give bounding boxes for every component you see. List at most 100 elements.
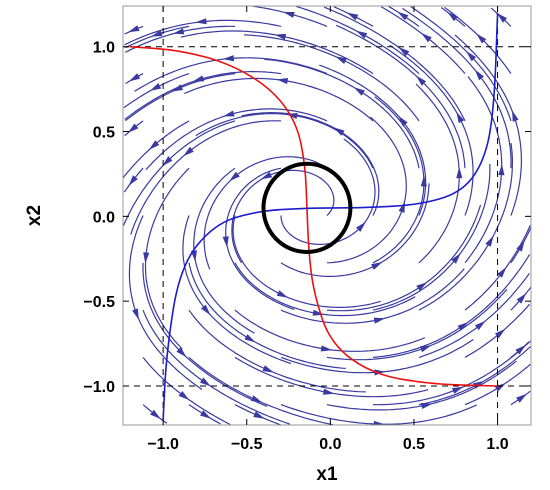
stream-line [125,73,236,122]
stream-arrow [416,75,427,86]
red-separatrix [129,45,498,387]
stream-arrow [485,235,494,247]
stream-arrow [253,411,265,419]
stream-arrow [127,123,139,133]
stream-line [415,83,460,264]
y-tick-label: 0.5 [93,125,115,142]
stream-line [130,120,282,235]
stream-line [234,262,416,317]
stream-line [319,64,427,216]
stream-arrow [276,290,289,298]
stream-arrow [512,110,519,122]
plot-frame [122,5,532,426]
stream-arrow [223,110,235,117]
x-tick-label: 1.0 [486,436,508,453]
stream-arrow [250,395,263,403]
stream-arrow [421,402,433,409]
stream-arrow [373,317,386,324]
stream-line [188,262,346,369]
stream-arrow [496,12,508,23]
y-tick-label: −0.5 [83,294,115,311]
stream-arrow [201,304,211,316]
stream-line [234,309,426,352]
stream-line [280,338,474,374]
stream-arrow [447,11,458,22]
stream-arrow [128,175,138,186]
stream-arrow [129,73,141,82]
stream-arrow [192,75,205,82]
stream-arrow [515,344,526,355]
stream-arrow [355,30,368,39]
stream-arrow [276,78,289,85]
stream-line [123,120,236,227]
dashed-reference-lines [123,6,531,425]
stream-arrow [416,282,428,291]
y-axis-label: x2 [24,205,45,226]
stream-arrow [421,33,432,43]
stream-line [225,167,295,311]
stream-arrow [398,115,408,127]
x-tick-label: 0.0 [319,436,341,453]
stream-line [234,356,429,398]
stream-line [464,76,503,264]
stream-arrow [476,33,487,44]
stream-line [142,262,268,407]
stream-arrow [322,388,335,395]
limit-cycle [261,161,353,254]
y-tick-label: 0.0 [93,209,115,226]
stream-arrow [371,262,383,270]
stream-arrow [474,320,486,331]
x-tick-label: 0.5 [403,436,425,453]
stream-line [418,143,513,311]
stream-arrow [132,308,139,320]
stream-line [418,272,530,358]
stream-line [144,167,190,350]
stream-line [280,268,465,324]
stream-line [180,30,374,75]
stream-arrow [320,345,333,352]
limit-cycle-ring [261,161,353,254]
stream-arrow [183,146,194,157]
stream-arrow [195,18,207,25]
stream-arrow [346,12,359,21]
x-tick-label: −1.0 [147,436,179,453]
stream-arrow [274,33,287,40]
stream-arrow [176,347,187,358]
stream-arrow [162,156,173,167]
stream-arrow [229,171,240,182]
stream-lines [123,6,531,425]
stream-arrow [353,87,365,96]
stream-line [280,404,477,425]
stream-arrow [150,409,161,419]
stream-arrow [335,56,347,64]
x-tick-label: −0.5 [231,436,263,453]
stream-line [372,96,425,264]
stream-arrow [516,393,527,403]
stream-arrow [452,386,464,394]
stream-arrow [262,365,274,373]
stream-arrow [456,167,463,179]
stream-arrow [374,369,386,376]
stream-arrow [457,322,469,331]
stream-arrow [283,12,295,18]
stream-arrow [373,420,385,425]
y-tick-label: 1.0 [93,40,115,57]
stream-arrow [312,309,325,316]
x-axis-label: x1 [316,464,338,485]
stream-arrow [128,25,140,33]
stream-arrow [494,383,506,392]
stream-arrow [178,391,190,401]
stream-arrow [398,201,405,213]
stream-arrow [222,55,235,62]
stream-arrow [398,47,410,57]
y-tick-label: −1.0 [83,379,115,396]
stream-arrow [466,51,477,62]
stream-arrow [172,28,185,35]
stream-arrow [456,111,465,124]
separatrix-curves [129,12,499,421]
axis-ticks: −1.0 −0.5 0.0 0.5 1.0 1.0 0.5 0.0 −0.5 −1.0 [83,6,531,453]
blue-separatrix [162,12,499,421]
stream-arrow [498,164,505,176]
stream-arrow [148,140,160,150]
